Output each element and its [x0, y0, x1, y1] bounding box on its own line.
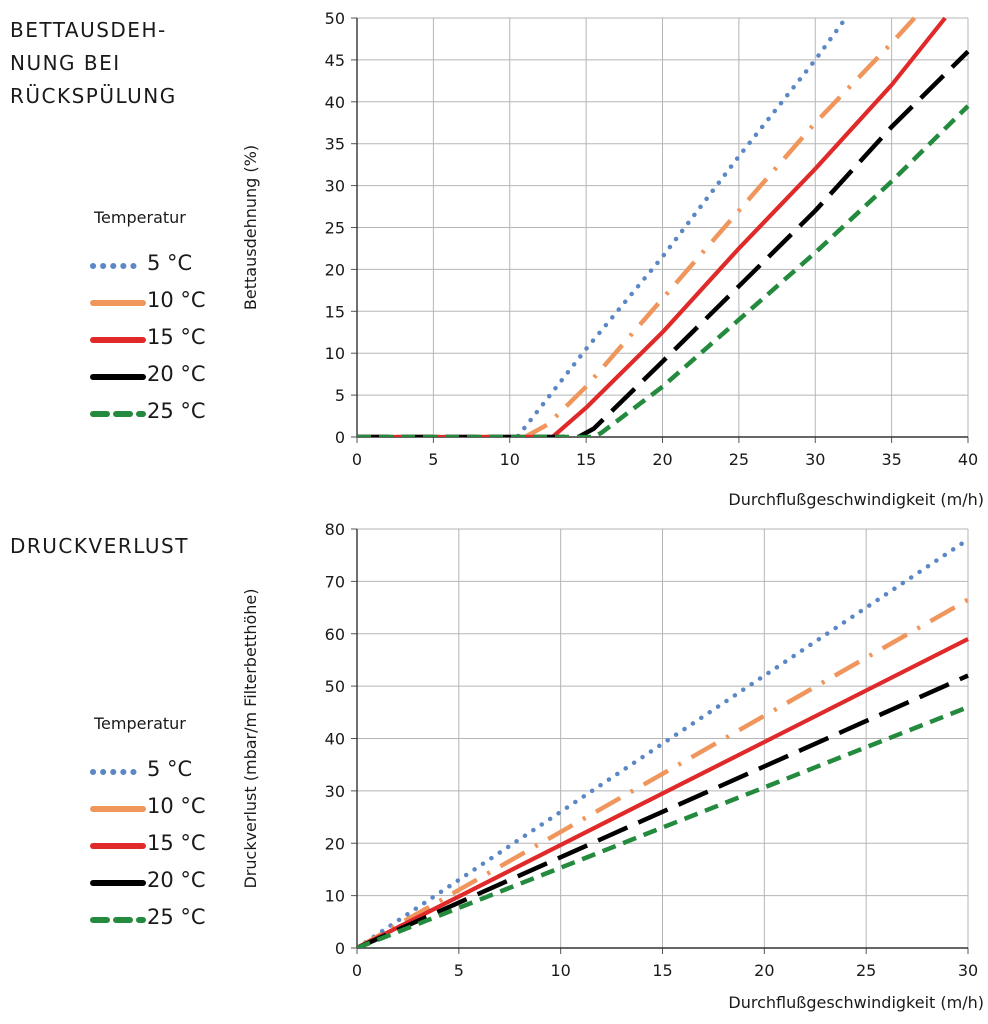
- y-tick-label: 45: [325, 51, 345, 70]
- legend-item: 15 °C: [88, 828, 258, 865]
- x-tick-label: 0: [352, 450, 362, 469]
- x-axis-label: Durchflußgeschwindigkeit (m/h): [728, 490, 984, 509]
- legend-title: Temperatur: [94, 208, 186, 227]
- chart-2-legend: Temperatur 5 °C 10 °C 15 °C 20 °C 25 °C: [88, 714, 258, 939]
- x-tick-label: 20: [754, 961, 774, 980]
- chart-2-pressure-loss: 0 5 10 15 20 25 30 0 10 20 30 40 50 60 70 80 Durchflußge…: [241, 520, 984, 1012]
- x-tick-label: 0: [352, 961, 362, 980]
- y-tick-label: 30: [325, 782, 345, 801]
- series-line-15c: [357, 637, 969, 948]
- y-tick-label: 10: [325, 887, 345, 906]
- legend-item: 25 °C: [88, 902, 258, 939]
- legend-swatch: [90, 769, 146, 775]
- y-tick-label: 50: [325, 677, 345, 696]
- series-group: [357, 15, 970, 437]
- legend-item: 10 °C: [88, 285, 258, 322]
- y-tick-label: 40: [325, 730, 345, 749]
- legend-swatch: [90, 374, 146, 380]
- y-tick-label: 20: [325, 834, 345, 853]
- legend-swatch: [90, 843, 146, 849]
- x-axis-label: Durchflußgeschwindigkeit (m/h): [728, 993, 984, 1012]
- y-tick-label: 0: [335, 428, 345, 447]
- x-tick-label: 5: [428, 450, 438, 469]
- x-tick-label: 15: [576, 450, 596, 469]
- legend-label: 5 °C: [147, 757, 193, 781]
- legend-label: 25 °C: [147, 905, 206, 929]
- legend-label: 25 °C: [147, 399, 206, 423]
- legend-label: 20 °C: [147, 868, 206, 892]
- x-tick-label: 15: [652, 961, 672, 980]
- y-tick-label: 60: [325, 625, 345, 644]
- series-line-20c: [357, 673, 969, 948]
- x-tick-label: 25: [856, 961, 876, 980]
- legend-swatch: [90, 300, 146, 306]
- y-tick-label: 20: [325, 260, 345, 279]
- legend-swatch: [90, 337, 146, 343]
- y-tick-label: 25: [325, 219, 345, 238]
- legend-label: 10 °C: [147, 794, 206, 818]
- series-group: [357, 537, 971, 948]
- y-tick-label: 80: [325, 520, 345, 539]
- legend-label: 15 °C: [147, 831, 206, 855]
- y-tick-label: 0: [335, 939, 345, 958]
- legend-label: 5 °C: [147, 251, 193, 275]
- y-tick-label: 50: [325, 9, 345, 28]
- legend-swatch: [90, 917, 146, 923]
- x-tick-label: 10: [550, 961, 570, 980]
- y-axis-label: Druckverlust (mbar/m Filterbetthöhe): [241, 588, 260, 888]
- legend-label: 20 °C: [147, 362, 206, 386]
- legend-item: 20 °C: [88, 359, 258, 396]
- legend-swatch: [90, 880, 146, 886]
- x-tick-label: 30: [805, 450, 825, 469]
- legend-swatch: [90, 411, 146, 417]
- series-line-5c: [357, 15, 849, 437]
- y-tick-label: 5: [335, 386, 345, 405]
- legend-item: 25 °C: [88, 396, 258, 433]
- x-tick-label: 10: [500, 450, 520, 469]
- legend-swatch: [90, 806, 146, 812]
- legend-label: 15 °C: [147, 325, 206, 349]
- chart-1-title: BETTAUSDEH- NUNG BEI RÜCKSPÜLUNG: [10, 18, 177, 108]
- y-axis-label: Bettausdehnung (%): [241, 145, 260, 310]
- series-line-10c: [357, 16, 917, 437]
- legend-item: 5 °C: [88, 754, 258, 791]
- x-tick-label: 5: [454, 961, 464, 980]
- legend-item: 10 °C: [88, 791, 258, 828]
- y-tick-label: 15: [325, 302, 345, 321]
- y-tick-label: 10: [325, 344, 345, 363]
- series-line-10c: [357, 597, 970, 948]
- x-tick-label: 20: [652, 450, 672, 469]
- grid: [356, 17, 969, 438]
- chart-1-bed-expansion: 0 5 10 15 20 25 30 35 40 0 5 10 15 20 25 30 35 40 45 50 Durc…: [241, 9, 984, 509]
- series-line-5c: [357, 537, 971, 948]
- series-line-15c: [357, 16, 947, 437]
- x-tick-label: 35: [881, 450, 901, 469]
- legend-item: 20 °C: [88, 865, 258, 902]
- y-tick-label: 40: [325, 93, 345, 112]
- x-tick-label: 40: [958, 450, 978, 469]
- y-tick-label: 70: [325, 572, 345, 591]
- x-tick-label: 30: [958, 961, 978, 980]
- legend-item: 5 °C: [88, 248, 258, 285]
- legend-item: 15 °C: [88, 322, 258, 359]
- legend-swatch: [90, 263, 146, 269]
- chart-1-legend: Temperatur 5 °C 10 °C 15 °C 20 °C 25 °C: [88, 208, 258, 433]
- x-tick-label: 25: [729, 450, 749, 469]
- y-tick-label: 30: [325, 177, 345, 196]
- legend-title: Temperatur: [94, 714, 186, 733]
- y-tick-label: 35: [325, 135, 345, 154]
- chart-2-title: DRUCKVERLUST: [10, 534, 189, 558]
- legend-label: 10 °C: [147, 288, 206, 312]
